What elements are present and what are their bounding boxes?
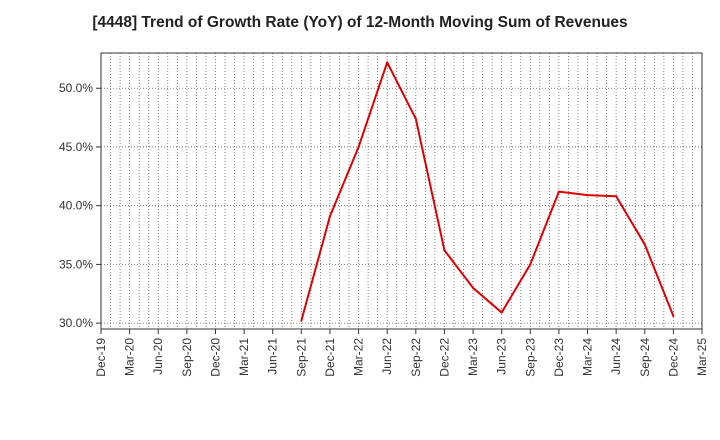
y-tick-label: 45.0% [59,140,93,154]
plot-background [101,53,702,329]
x-tick-label: Mar-22 [352,338,366,376]
data-point [414,117,417,120]
x-tick-label: Jun-22 [380,338,394,375]
y-axis: 30.0% 35.0% 40.0% 45.0% 50.0% [59,81,101,330]
x-tick-label: Sep-24 [638,338,652,377]
x-tick-label: Dec-24 [666,338,680,377]
x-tick-label: Mar-24 [581,338,595,376]
x-axis: Dec-19 Mar-20 Jun-20 Sep-20 Dec-20 Mar-21 Jun-… [94,329,709,377]
data-point [357,145,360,148]
x-tick-label: Dec-22 [437,338,451,377]
x-tick-label: Jun-23 [495,338,509,375]
data-point [586,194,589,197]
x-tick-label: Jun-21 [266,338,280,375]
y-tick-label: 40.0% [59,199,93,213]
data-point [300,319,303,322]
x-tick-label: Sep-23 [523,338,537,377]
x-tick-label: Mar-20 [123,338,137,376]
chart-title: [4448] Trend of Growth Rate (YoY) of 12-… [92,14,628,31]
x-tick-label: Mar-23 [466,338,480,376]
y-tick-label: 35.0% [59,257,93,271]
y-tick-label: 50.0% [59,81,93,95]
data-point [529,263,532,266]
data-point [472,286,475,289]
x-tick-label: Dec-23 [552,338,566,377]
data-point [643,243,646,246]
data-point [386,61,389,64]
data-point [443,249,446,252]
x-tick-label: Jun-24 [609,338,623,375]
data-point [672,315,675,318]
plot-frame [100,52,703,330]
data-point [557,190,560,193]
x-tick-label: Sep-21 [294,338,308,377]
grid-layer [101,53,702,329]
x-tick-label: Jun-20 [151,338,165,375]
y-tick-label: 30.0% [59,316,93,330]
series-line [300,61,675,322]
x-tick-label: Dec-19 [94,338,108,377]
data-point [328,215,331,218]
x-tick-label: Sep-20 [180,338,194,377]
data-point [500,311,503,314]
x-tick-label: Sep-22 [409,338,423,377]
x-tick-label: Dec-20 [208,338,222,377]
data-point [615,195,618,198]
series-layer [300,61,675,322]
x-tick-label: Mar-25 [695,338,709,376]
x-tick-label: Dec-21 [323,338,337,377]
x-tick-label: Mar-21 [237,338,251,376]
